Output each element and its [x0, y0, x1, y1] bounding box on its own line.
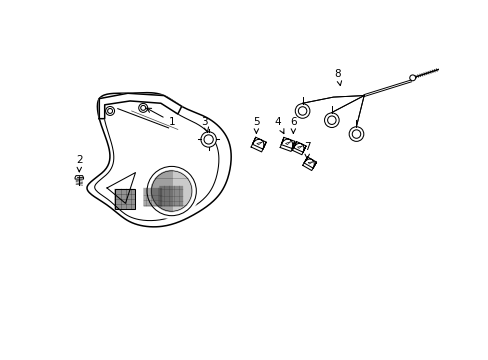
- Text: 3: 3: [201, 117, 208, 132]
- Polygon shape: [99, 93, 182, 119]
- Circle shape: [147, 166, 196, 216]
- Text: 1: 1: [146, 108, 175, 127]
- Bar: [115, 189, 135, 209]
- Circle shape: [409, 75, 415, 81]
- Text: 4: 4: [274, 117, 284, 134]
- Text: 8: 8: [334, 69, 341, 86]
- Text: 2: 2: [76, 155, 82, 172]
- Circle shape: [201, 132, 216, 147]
- Text: 6: 6: [289, 117, 296, 133]
- Text: 5: 5: [253, 117, 259, 133]
- Text: 7: 7: [303, 142, 310, 159]
- Polygon shape: [75, 176, 83, 179]
